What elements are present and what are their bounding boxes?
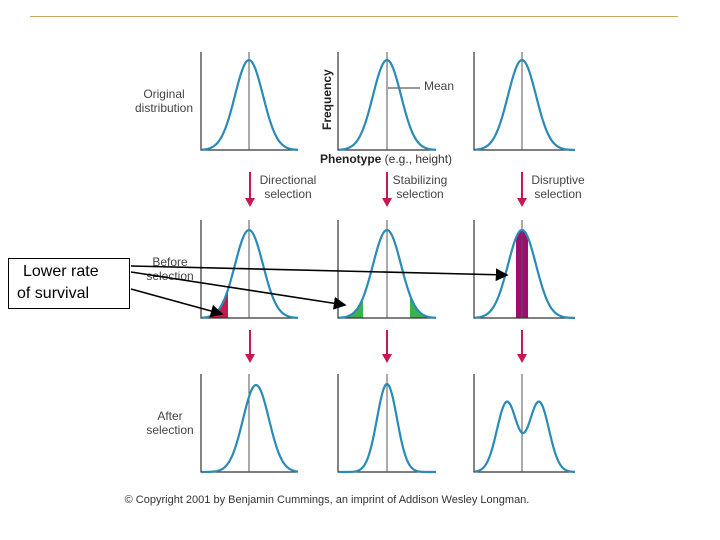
shifted-distribution-curve: [202, 383, 299, 474]
arrows-row-2: [245, 330, 527, 363]
axes-frame: [200, 374, 298, 473]
callout-line-1: Lower rate: [23, 263, 99, 280]
axes-frame: [473, 220, 575, 319]
selection-arrow-stabilizing: [382, 172, 392, 207]
pointer-to-stabilizing: [130, 271, 347, 310]
copyright-notice: © Copyright 2001 by Benjamin Cummings, a…: [125, 494, 530, 506]
callout-pointers: [130, 265, 509, 318]
after-selection-row: [200, 374, 576, 474]
axes-frame: [337, 374, 436, 473]
axes-frame: [200, 52, 298, 151]
row-label-before-line1: Before: [152, 255, 188, 269]
panel-before-disruptive: [473, 220, 576, 320]
row-label-original: Original distribution: [135, 87, 193, 115]
axes-frame: [473, 374, 575, 473]
column-label-directional-line1: Directional: [260, 173, 317, 187]
original-distribution-row: [200, 52, 576, 152]
arrows-row-1: [245, 172, 527, 207]
row-label-after-line2: selection: [146, 423, 193, 437]
axes-frame: [337, 220, 436, 319]
pointer-to-disruptive: [130, 265, 509, 282]
y-axis-label: Frequency: [320, 69, 334, 130]
narrowed-distribution-curve: [339, 382, 436, 474]
row-label-after: After selection: [146, 409, 193, 437]
selection-arrow-disruptive: [517, 172, 527, 207]
low-survival-region-left-tail: [202, 289, 228, 318]
callout-line-2: of survival: [17, 285, 90, 302]
result-arrow-disruptive: [517, 330, 527, 363]
distribution-curve: [474, 58, 576, 152]
pointer-to-directional: [130, 288, 224, 318]
axes-frame: [200, 220, 298, 319]
column-label-stabilizing-line1: Stabilizing: [393, 173, 448, 187]
x-axis-label-bold: Phenotype: [320, 152, 382, 166]
lower-survival-callout: Lower rate of survival: [8, 258, 130, 309]
distribution-curve: [201, 228, 299, 319]
panel-original-2: [337, 52, 437, 151]
result-arrow-stabilizing: [382, 330, 392, 363]
distribution-curve: [338, 58, 437, 151]
row-label-after-line1: After: [157, 409, 182, 423]
bimodal-distribution-curve: [474, 400, 576, 473]
column-label-stabilizing-line2: selection: [396, 187, 443, 201]
axes-frame: [473, 52, 575, 151]
selection-arrow-directional: [245, 172, 255, 207]
panel-after-directional: [200, 374, 299, 474]
x-axis-label-rest: (e.g., height): [381, 152, 452, 166]
axes-frame: [337, 52, 436, 151]
panel-before-stabilizing: [337, 220, 437, 319]
x-axis-label: Phenotype (e.g., height): [320, 152, 452, 166]
panel-original-1: [200, 52, 299, 151]
panel-after-stabilizing: [337, 374, 436, 474]
distribution-curve: [474, 228, 576, 320]
column-label-disruptive-line1: Disruptive: [531, 173, 585, 187]
distribution-curve: [338, 228, 437, 319]
row-label-original-line1: Original: [143, 87, 184, 101]
panel-after-disruptive: [473, 374, 576, 473]
row-label-original-line2: distribution: [135, 101, 193, 115]
result-arrow-directional: [245, 330, 255, 363]
distribution-curve: [201, 58, 299, 151]
mean-label: Mean: [424, 79, 454, 93]
column-label-directional-line2: selection: [264, 187, 311, 201]
top-divider-line: [30, 16, 678, 17]
panel-original-3: [473, 52, 576, 152]
column-label-disruptive-line2: selection: [534, 187, 581, 201]
